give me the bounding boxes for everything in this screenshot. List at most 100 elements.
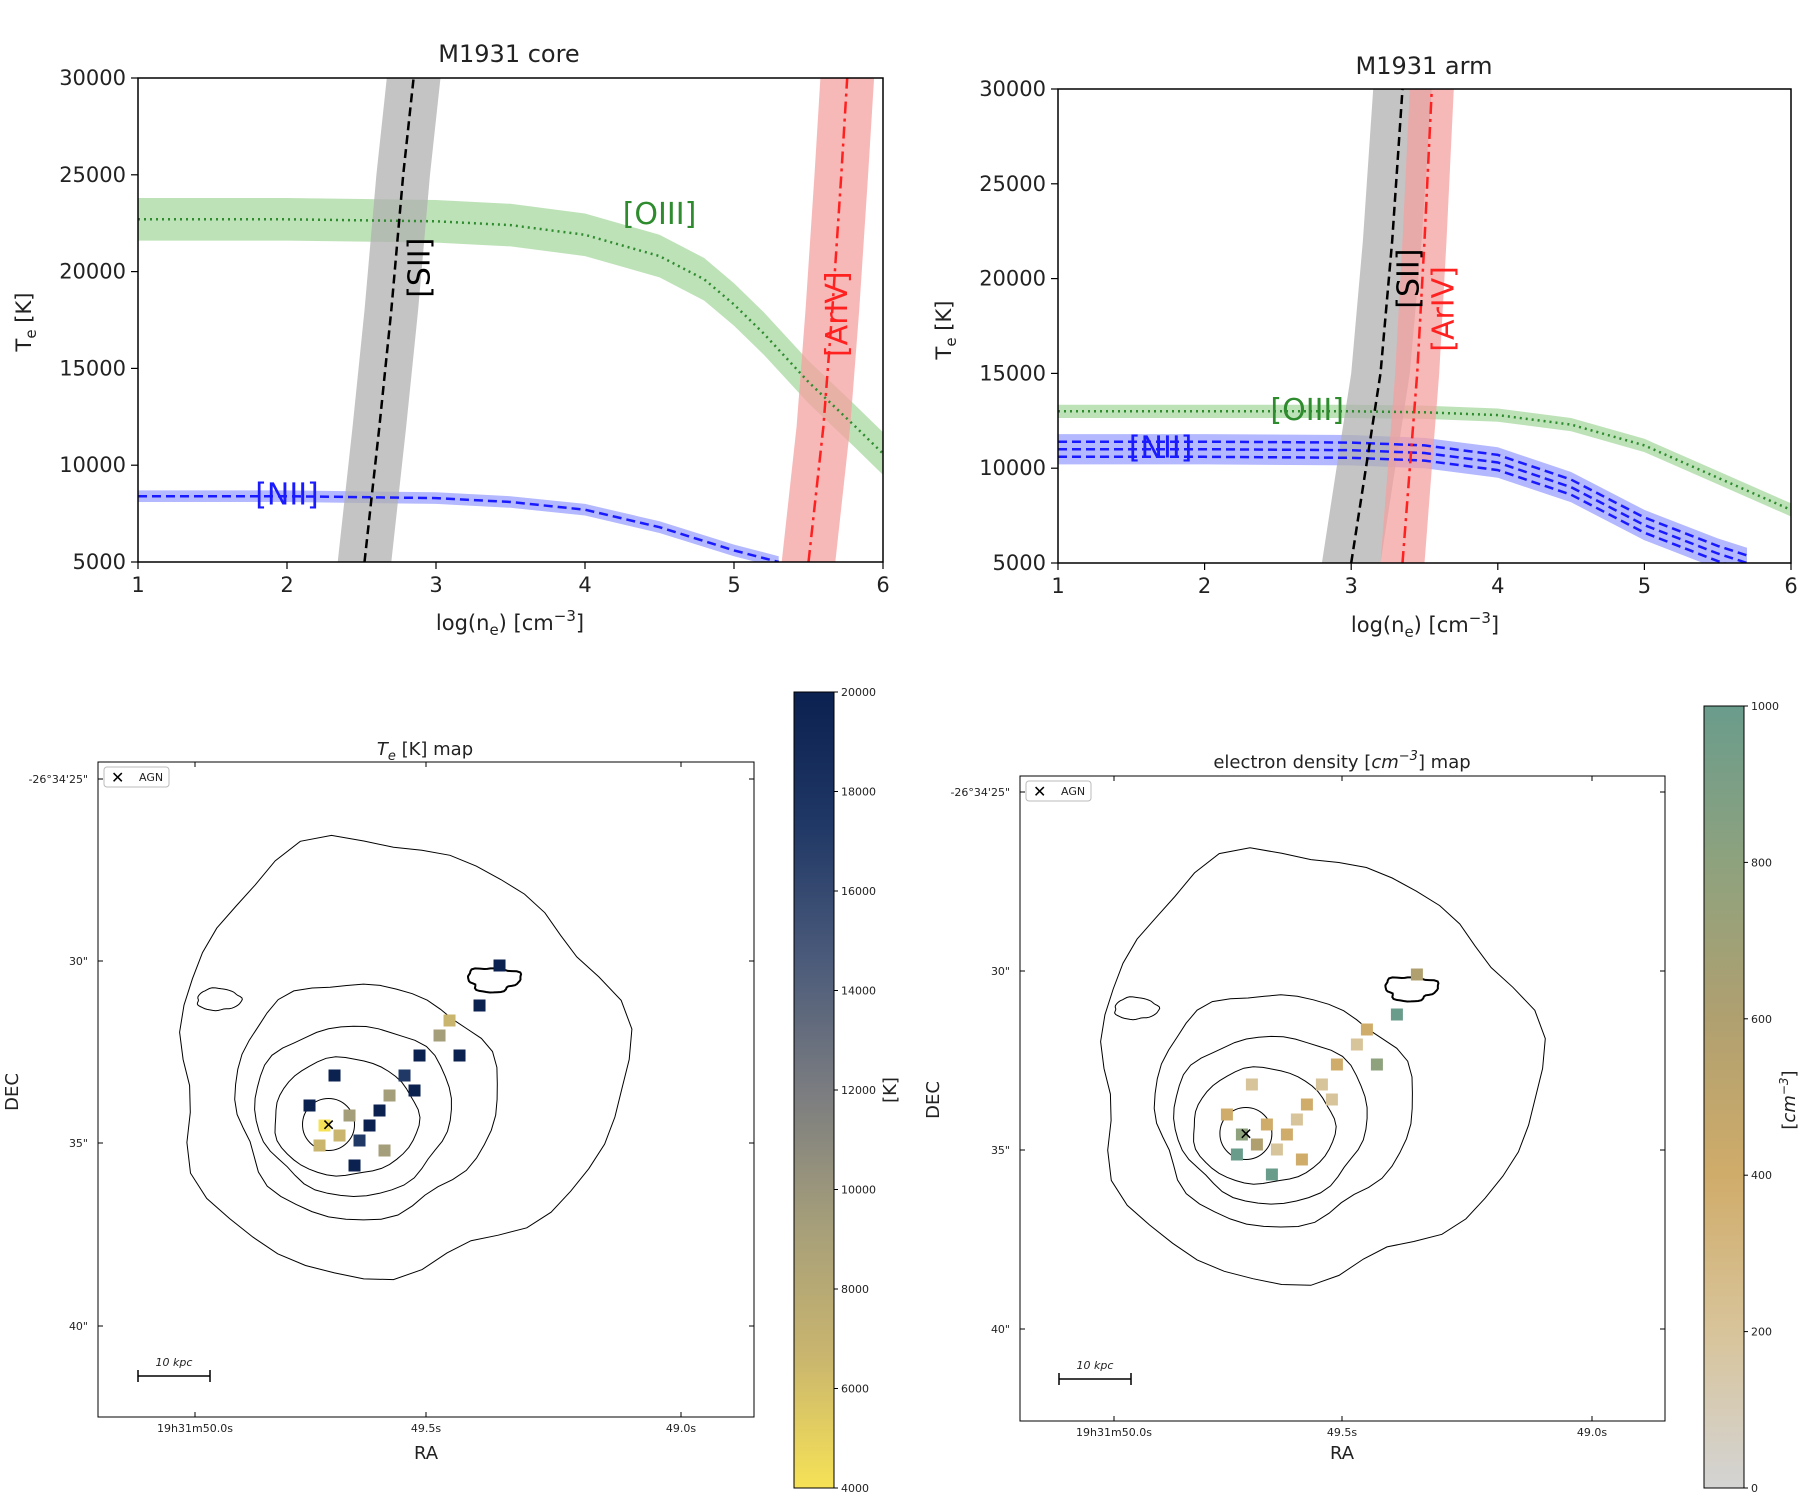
te-map-pixel bbox=[413, 1049, 426, 1062]
te-map-pixel bbox=[363, 1119, 376, 1132]
te-map-contours bbox=[179, 834, 633, 1281]
arm-ytick-label: 30000 bbox=[979, 77, 1046, 101]
te-map-frame bbox=[97, 761, 755, 1418]
te-map-pixel bbox=[328, 1069, 341, 1082]
te-map-pixel bbox=[433, 1029, 446, 1042]
core-bands bbox=[138, 78, 883, 562]
te-map-pixel bbox=[318, 1119, 331, 1132]
te-map-pixels: ✕ bbox=[303, 959, 506, 1172]
ne-map-pixel bbox=[1350, 1038, 1363, 1051]
panel-ne-map: electron density [cm−3] map ✕ 19h31m50.0… bbox=[923, 700, 1800, 1495]
te-map-pixel bbox=[383, 1089, 396, 1102]
te-colorbar bbox=[793, 691, 835, 1489]
core-label-oiii: [OIII] bbox=[623, 197, 697, 232]
te-map-pixel bbox=[353, 1134, 366, 1147]
te-map-pixel bbox=[303, 1099, 316, 1112]
te-legend-label: AGN bbox=[139, 771, 163, 784]
te-map-pixel bbox=[343, 1109, 356, 1122]
ne-map-ylabel: DEC bbox=[923, 1081, 944, 1119]
ne-map-ytick-label: 30" bbox=[991, 965, 1010, 978]
core-xtick-label: 1 bbox=[131, 573, 144, 597]
core-title: M1931 core bbox=[438, 40, 579, 68]
ne-map-ytick-label: 35" bbox=[991, 1144, 1010, 1157]
core-xtick-label: 2 bbox=[280, 573, 293, 597]
te-legend-marker: ✕ bbox=[111, 768, 124, 787]
ne-map-pixel bbox=[1245, 1078, 1258, 1091]
core-ylabel: Te [K] bbox=[12, 293, 40, 353]
core-xtick-label: 5 bbox=[727, 573, 740, 597]
te-legend-box bbox=[103, 766, 170, 788]
te-map-pixel bbox=[333, 1129, 346, 1142]
ne-contour-3 bbox=[1173, 1035, 1368, 1205]
te-cb-tick-label: 18000 bbox=[841, 786, 876, 799]
ne-map-pixel bbox=[1270, 1143, 1283, 1156]
te-cb-tick-label: 4000 bbox=[841, 1482, 869, 1495]
ne-contour-4 bbox=[1193, 1066, 1337, 1185]
ne-map-pixel bbox=[1325, 1093, 1338, 1106]
ne-map-ytick-label: 40" bbox=[991, 1323, 1010, 1336]
arm-ticks: 1 2 3 4 5 6 5000 10000 15000 20000 25000 30000 bbox=[979, 77, 1798, 598]
ne-colorbar bbox=[1703, 705, 1745, 1489]
te-map-xtick-label: 19h31m50.0s bbox=[157, 1422, 233, 1435]
ne-contour-island bbox=[1114, 996, 1161, 1021]
te-map-pixel bbox=[398, 1069, 411, 1082]
core-ytick-label: 10000 bbox=[59, 453, 126, 477]
te-map-ytick-label: -26°34'25" bbox=[28, 773, 88, 786]
ne-map-pixels: ✕ bbox=[1220, 968, 1423, 1181]
ne-map-legend: ✕ AGN bbox=[1025, 780, 1092, 802]
arm-lines bbox=[1058, 89, 1791, 563]
te-map-ylabel: DEC bbox=[2, 1073, 23, 1111]
te-scalebar-label: 10 kpc bbox=[156, 1356, 193, 1369]
core-label-nii: [NII] bbox=[255, 478, 319, 513]
ne-map-ytick-label: -26°34'25" bbox=[950, 786, 1010, 799]
te-map-legend: ✕ AGN bbox=[103, 766, 170, 788]
te-map-pixel bbox=[493, 959, 506, 972]
ne-map-ticks: 19h31m50.0s 49.5s 49.0s -26°34'25" 30" 35" 40" bbox=[950, 776, 1665, 1439]
core-xtick-label: 4 bbox=[578, 573, 591, 597]
ne-map-pixel bbox=[1295, 1153, 1308, 1166]
te-contour-3 bbox=[254, 1025, 452, 1198]
ne-map-pixel bbox=[1220, 1108, 1233, 1121]
arm-line-labels: [OIII] [NII] [SII] [ArIV] bbox=[1129, 249, 1462, 466]
ne-agn-marker: ✕ bbox=[1239, 1125, 1252, 1144]
te-map-pixel bbox=[453, 1049, 466, 1062]
ne-map-xtick-label: 19h31m50.0s bbox=[1076, 1426, 1152, 1439]
arm-band-oiii bbox=[1058, 404, 1791, 517]
ne-legend-box bbox=[1025, 780, 1092, 802]
arm-line-nii-0 bbox=[1058, 455, 1728, 563]
ne-map-pixel bbox=[1235, 1128, 1248, 1141]
panel-core: M1931 core [OIII] [NII] [SII] [ArIV] 1 2 3 4 5 6… bbox=[12, 40, 890, 639]
te-cb-tick-label: 8000 bbox=[841, 1283, 869, 1296]
ne-map-xtick-label: 49.5s bbox=[1327, 1426, 1357, 1439]
panel-arm: M1931 arm [OIII] [NII] [SII] [ArIV] 1 2 3 4 5 6 5… bbox=[932, 52, 1798, 641]
arm-title: M1931 arm bbox=[1356, 52, 1493, 80]
te-map-pixel bbox=[313, 1139, 326, 1152]
te-cb-tick-label: 20000 bbox=[841, 686, 876, 699]
core-band-ariv bbox=[781, 78, 875, 562]
arm-xtick-label: 1 bbox=[1051, 574, 1064, 598]
core-lines bbox=[138, 78, 883, 562]
ne-map-xlabel: RA bbox=[1330, 1443, 1355, 1464]
te-colorbar-label: [K] bbox=[880, 1077, 901, 1103]
arm-xtick-label: 5 bbox=[1638, 574, 1651, 598]
te-map-pixel bbox=[408, 1084, 421, 1097]
ne-cb-tick-label: 600 bbox=[1751, 1013, 1772, 1026]
ne-legend-label: AGN bbox=[1061, 785, 1085, 798]
te-cb-tick-label: 6000 bbox=[841, 1383, 869, 1396]
arm-ytick-label: 25000 bbox=[979, 172, 1046, 196]
ne-map-pixel bbox=[1230, 1148, 1243, 1161]
te-contour-4 bbox=[274, 1056, 421, 1177]
te-map-title: Te [K] map bbox=[377, 739, 473, 764]
te-colorbar-ticks: 4000 6000 8000 10000 12000 14000 16000 18000 200… bbox=[834, 686, 876, 1495]
te-contour-island bbox=[196, 987, 243, 1012]
te-map-xtick-label: 49.5s bbox=[411, 1422, 441, 1435]
te-map-ytick-label: 35" bbox=[69, 1137, 88, 1150]
arm-line-nii-2 bbox=[1058, 440, 1748, 557]
arm-ylabel: Te [K] bbox=[932, 301, 960, 361]
te-cb-tick-label: 16000 bbox=[841, 885, 876, 898]
ne-colorbar-ticks: 0 200 400 600 800 1000 bbox=[1744, 700, 1779, 1495]
core-ticks: 1 2 3 4 5 6 5000 10000 15000 20000 25000 30000 bbox=[59, 66, 890, 597]
ne-map-contours bbox=[1100, 847, 1546, 1286]
core-label-sii: [SII] bbox=[403, 238, 438, 298]
